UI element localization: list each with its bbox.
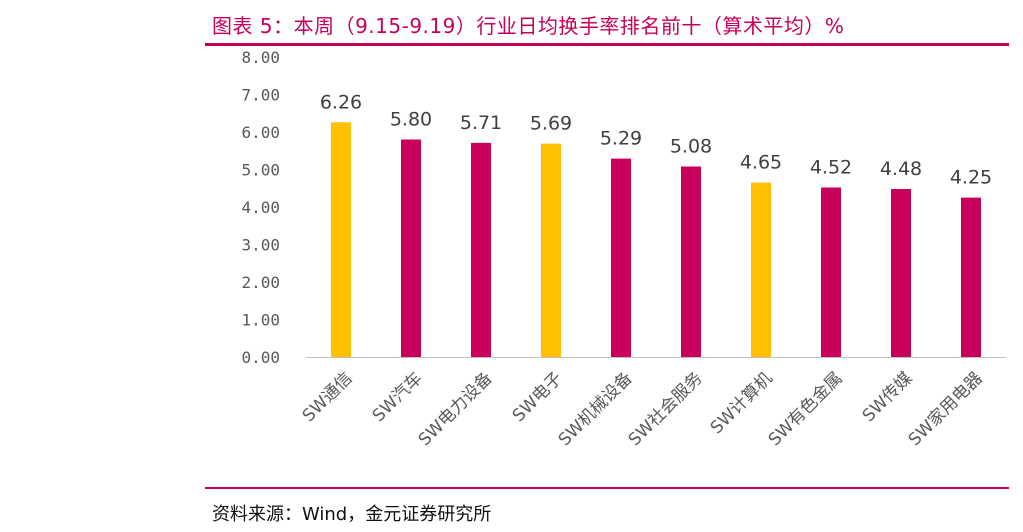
footer-divider [205, 487, 1009, 489]
data-label: 4.65 [740, 152, 782, 174]
y-axis: 0.00 1.00 2.00 3.00 4.00 5.00 6.00 7.00 8.00 [241, 48, 280, 367]
bar [611, 158, 631, 357]
bar-chart: 0.00 1.00 2.00 3.00 4.00 5.00 6.00 7.00 8.00 6.2… [241, 48, 1006, 450]
bar [821, 187, 841, 357]
bar [331, 122, 351, 357]
data-label: 5.29 [600, 128, 642, 150]
bar [401, 139, 421, 357]
data-label: 5.80 [390, 109, 432, 131]
data-label: 5.71 [460, 112, 502, 134]
bar [751, 182, 771, 357]
bar [961, 197, 981, 357]
data-label: 4.25 [950, 167, 992, 189]
source-note: 资料来源：Wind，金元证券研究所 [212, 504, 492, 525]
bar [891, 189, 911, 357]
y-tick-label: 6.00 [241, 123, 280, 142]
y-tick-label: 3.00 [241, 236, 280, 255]
chart-title: 图表 5：本周（9.15-9.19）行业日均换手率排名前十（算术平均）% [212, 14, 845, 38]
bar [541, 143, 561, 357]
y-tick-label: 1.00 [241, 311, 280, 330]
x-tick-label: SW汽车 [369, 368, 427, 426]
x-tick-label: SW家用电器 [905, 368, 987, 450]
bar [681, 166, 701, 357]
bar [471, 142, 491, 357]
title-divider [205, 43, 1009, 46]
x-tick-label: SW计算机 [707, 368, 777, 438]
x-tick-label: SW传媒 [859, 368, 917, 426]
y-tick-label: 8.00 [241, 48, 280, 67]
data-label: 5.08 [670, 136, 712, 158]
y-tick-label: 4.00 [241, 198, 280, 217]
y-tick-label: 7.00 [241, 86, 280, 105]
x-tick-label: SW电子 [509, 368, 567, 426]
data-label: 4.48 [880, 158, 922, 180]
data-label: 6.26 [320, 91, 362, 113]
x-tick-label: SW机械设备 [555, 368, 637, 450]
bars [331, 122, 981, 357]
x-tick-label: SW有色金属 [765, 368, 847, 450]
x-tick-label: SW电力设备 [415, 368, 497, 450]
y-tick-label: 2.00 [241, 273, 280, 292]
data-labels: 6.26 5.80 5.71 5.69 5.29 5.08 4.65 4.52 4.48 4.25 [320, 91, 992, 188]
y-tick-label: 5.00 [241, 161, 280, 180]
data-label: 5.69 [530, 113, 572, 135]
y-tick-label: 0.00 [241, 348, 280, 367]
x-tick-label: SW社会服务 [625, 368, 707, 450]
data-label: 4.52 [810, 157, 852, 179]
x-tick-label: SW通信 [299, 368, 357, 426]
